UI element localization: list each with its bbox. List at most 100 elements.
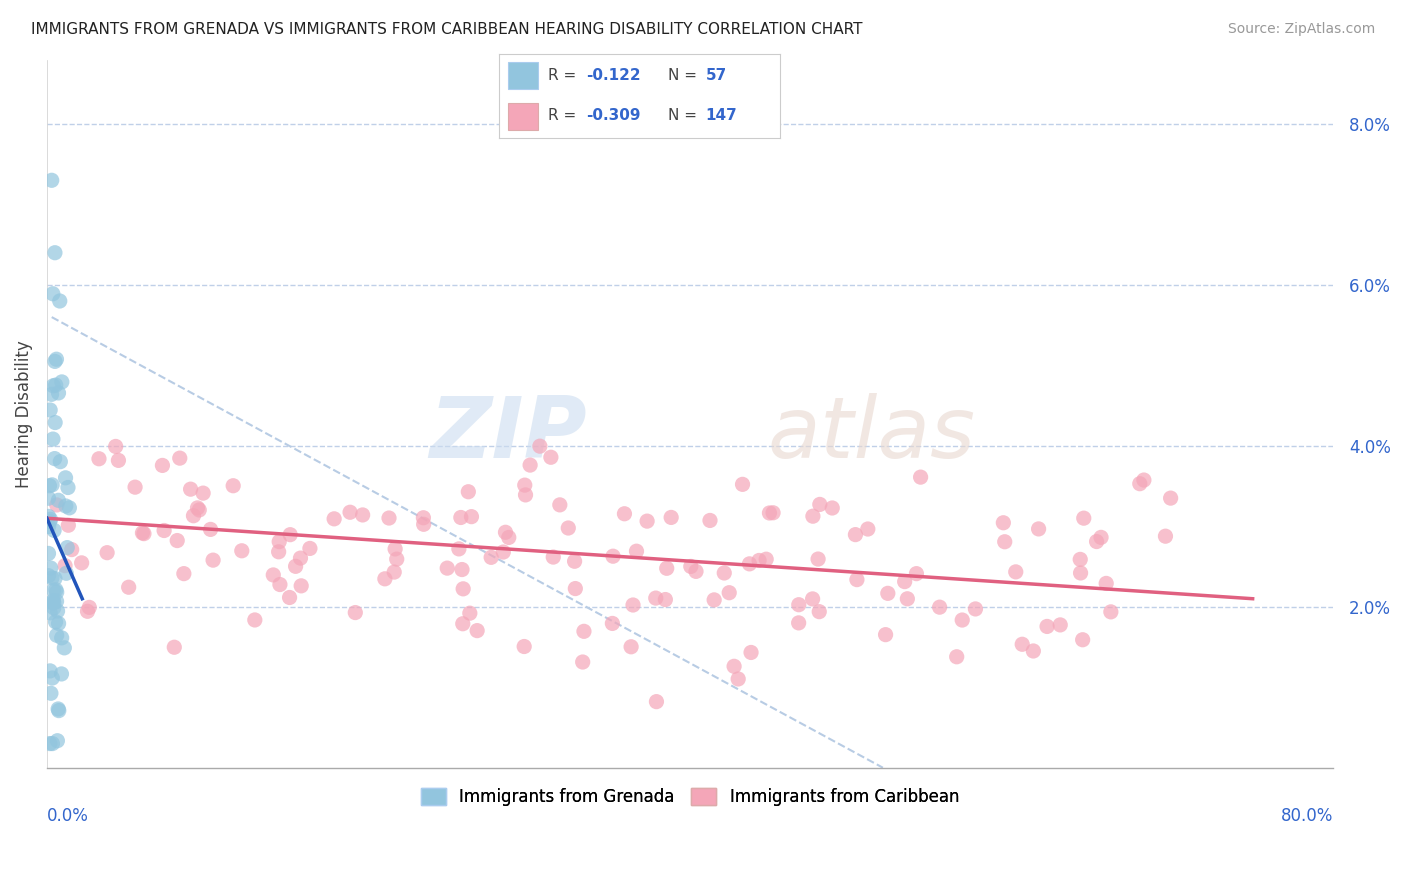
Point xyxy=(787,598,810,612)
Point xyxy=(460,509,482,524)
Point xyxy=(44,354,66,368)
Point xyxy=(104,439,127,453)
Point xyxy=(382,565,405,579)
Point xyxy=(703,593,725,607)
Point xyxy=(41,737,63,751)
Point xyxy=(290,551,312,566)
Point xyxy=(1099,605,1122,619)
Point xyxy=(41,596,63,610)
Text: N =: N = xyxy=(668,108,702,123)
Point xyxy=(808,605,831,619)
Point xyxy=(513,640,536,654)
Point xyxy=(290,579,312,593)
Text: IMMIGRANTS FROM GRENADA VS IMMIGRANTS FROM CARIBBEAN HEARING DISABILITY CORRELAT: IMMIGRANTS FROM GRENADA VS IMMIGRANTS FR… xyxy=(31,22,862,37)
Point xyxy=(51,631,73,645)
Point xyxy=(1085,534,1108,549)
Point xyxy=(654,592,676,607)
Point xyxy=(42,593,65,607)
Point xyxy=(950,613,973,627)
Point xyxy=(202,553,225,567)
Point xyxy=(38,737,60,751)
Point xyxy=(374,572,396,586)
Point xyxy=(44,572,66,586)
Point xyxy=(38,519,60,533)
Point xyxy=(56,541,79,555)
Point xyxy=(55,499,77,513)
Point xyxy=(42,432,65,446)
Point xyxy=(323,512,346,526)
Point xyxy=(222,479,245,493)
Point xyxy=(644,591,666,606)
Point xyxy=(620,640,643,654)
Point xyxy=(451,563,474,577)
Point xyxy=(465,624,488,638)
Point xyxy=(51,375,73,389)
Point xyxy=(45,585,67,599)
Point xyxy=(1071,632,1094,647)
Point xyxy=(39,403,62,417)
Point xyxy=(41,387,63,401)
Point xyxy=(39,686,62,700)
Point xyxy=(519,458,541,472)
Point xyxy=(169,451,191,466)
Point xyxy=(38,479,60,493)
Point xyxy=(458,606,481,620)
Point xyxy=(529,439,551,453)
Point xyxy=(965,602,987,616)
Point xyxy=(87,451,110,466)
Point xyxy=(46,604,69,618)
Point xyxy=(541,550,564,565)
Legend: Immigrants from Grenada, Immigrants from Caribbean: Immigrants from Grenada, Immigrants from… xyxy=(415,781,966,813)
Point xyxy=(132,526,155,541)
Point xyxy=(738,557,761,571)
Point xyxy=(124,480,146,494)
Point xyxy=(385,552,408,566)
Point xyxy=(344,606,367,620)
Point xyxy=(42,524,65,538)
Point xyxy=(42,583,65,598)
Point xyxy=(284,559,307,574)
Point xyxy=(278,591,301,605)
Point xyxy=(540,450,562,465)
Point xyxy=(1069,552,1091,566)
Point xyxy=(1095,576,1118,591)
Point xyxy=(845,573,868,587)
Point xyxy=(655,561,678,575)
Point xyxy=(801,591,824,606)
Point xyxy=(231,543,253,558)
Point xyxy=(243,613,266,627)
Point xyxy=(723,659,745,673)
Point xyxy=(107,453,129,467)
Point xyxy=(56,481,79,495)
Point xyxy=(1036,619,1059,633)
Point xyxy=(1160,491,1182,505)
Point xyxy=(39,512,62,526)
Point xyxy=(384,541,406,556)
Point xyxy=(910,470,932,484)
Point xyxy=(1022,644,1045,658)
Point xyxy=(412,517,434,532)
Point xyxy=(495,525,517,540)
Point xyxy=(748,553,770,567)
Point xyxy=(180,482,202,496)
Point xyxy=(515,488,537,502)
Point xyxy=(46,702,69,716)
Point xyxy=(42,596,65,610)
Text: 57: 57 xyxy=(706,68,727,83)
Text: R =: R = xyxy=(548,68,582,83)
Text: 80.0%: 80.0% xyxy=(1281,806,1333,824)
Point xyxy=(41,671,63,685)
Point xyxy=(118,580,141,594)
Point xyxy=(1070,566,1092,580)
Point xyxy=(492,545,515,559)
Point xyxy=(762,506,785,520)
Point xyxy=(801,509,824,524)
Point xyxy=(269,577,291,591)
Point xyxy=(645,695,668,709)
Text: Source: ZipAtlas.com: Source: ZipAtlas.com xyxy=(1227,22,1375,37)
Point xyxy=(163,640,186,655)
Point xyxy=(808,497,831,511)
Point xyxy=(513,478,536,492)
Point xyxy=(37,509,59,524)
Point xyxy=(39,606,62,620)
